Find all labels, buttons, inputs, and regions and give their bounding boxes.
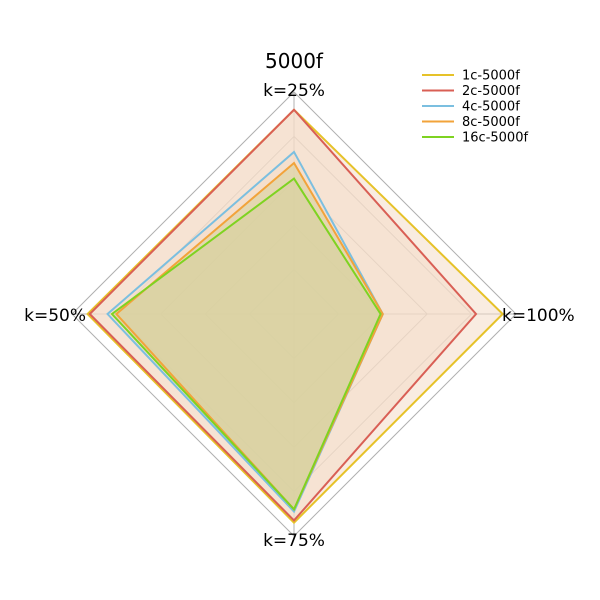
legend-label-16c-5000f: 16c-5000f bbox=[462, 131, 528, 146]
chart-title: 5000f bbox=[265, 49, 324, 73]
legend-label-1c-5000f: 1c-5000f bbox=[462, 69, 520, 84]
series-fills bbox=[87, 109, 503, 523]
axis-label-k75: k=75% bbox=[263, 531, 325, 551]
axis-label-k100: k=100% bbox=[502, 306, 575, 326]
series-line-16c-5000f bbox=[110, 177, 382, 512]
legend: 1c-5000f2c-5000f4c-5000f8c-5000f16c-5000… bbox=[422, 69, 528, 146]
series-line-4c-5000f bbox=[106, 150, 384, 514]
legend-label-8c-5000f: 8c-5000f bbox=[462, 115, 520, 130]
series-lines bbox=[86, 108, 505, 525]
legend-label-2c-5000f: 2c-5000f bbox=[462, 84, 520, 99]
series-line-2c-5000f bbox=[88, 108, 478, 522]
series-fill-16c-5000f bbox=[111, 178, 381, 510]
series-line-1c-5000f bbox=[86, 108, 505, 525]
legend-label-4c-5000f: 4c-5000f bbox=[462, 100, 520, 115]
axis-label-k25: k=25% bbox=[263, 81, 325, 101]
axis-label-k50: k=50% bbox=[24, 306, 86, 326]
